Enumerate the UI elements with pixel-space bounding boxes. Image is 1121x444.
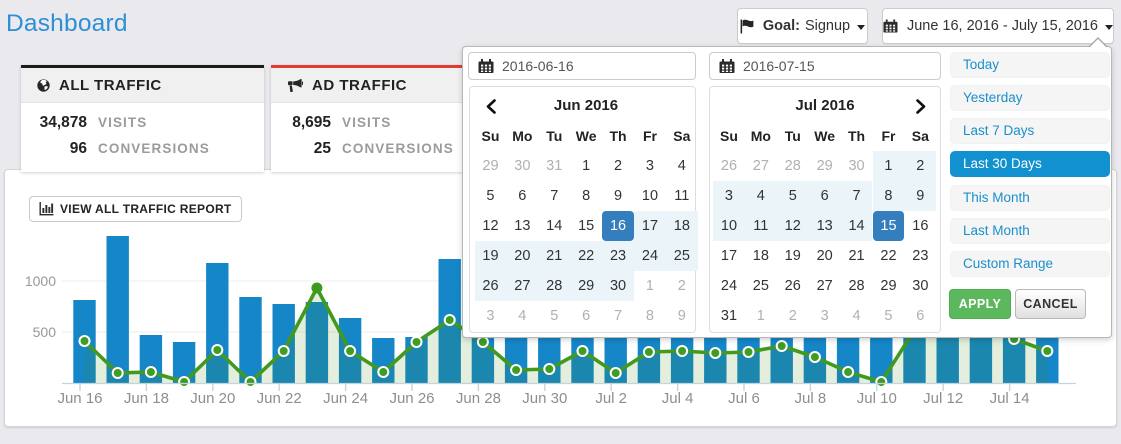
- svg-text:500: 500: [33, 324, 57, 340]
- svg-text:Jul 2: Jul 2: [595, 390, 627, 407]
- svg-text:Jul 12: Jul 12: [923, 390, 963, 407]
- svg-text:Jul 4: Jul 4: [662, 390, 694, 407]
- svg-text:Jun 20: Jun 20: [190, 390, 235, 407]
- svg-text:Jun 24: Jun 24: [323, 390, 368, 407]
- svg-text:Jun 26: Jun 26: [389, 390, 434, 407]
- svg-text:Jul 14: Jul 14: [990, 390, 1030, 407]
- svg-text:Jun 28: Jun 28: [456, 390, 501, 407]
- svg-text:Jul 10: Jul 10: [857, 390, 897, 407]
- svg-text:1000: 1000: [25, 273, 56, 289]
- svg-text:Jun 30: Jun 30: [522, 390, 567, 407]
- svg-text:Jul 6: Jul 6: [728, 390, 760, 407]
- svg-text:Jun 22: Jun 22: [257, 390, 302, 407]
- svg-text:Jul 8: Jul 8: [795, 390, 827, 407]
- svg-text:Jun 16: Jun 16: [57, 390, 102, 407]
- svg-text:Jun 18: Jun 18: [124, 390, 169, 407]
